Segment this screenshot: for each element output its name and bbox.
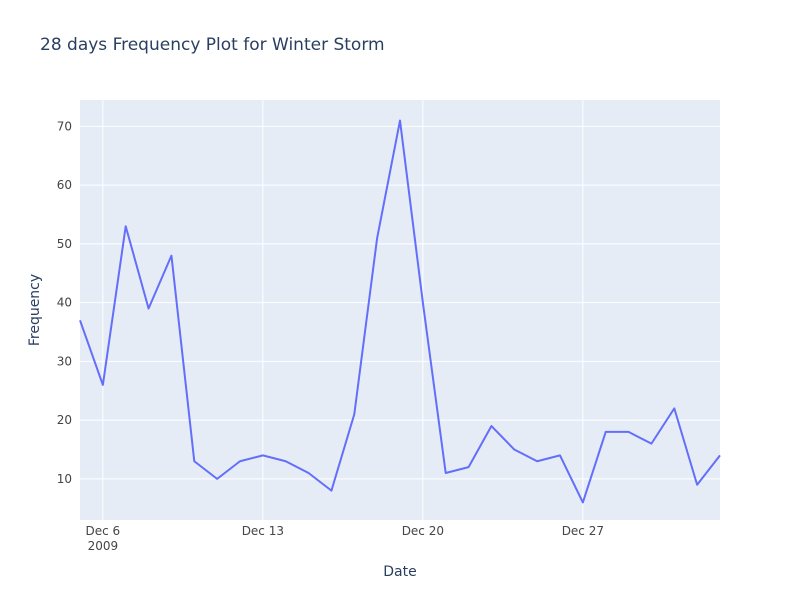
data-point <box>445 473 446 474</box>
data-point <box>422 302 423 303</box>
grid-lines <box>80 100 720 520</box>
data-point <box>697 484 698 485</box>
data-point <box>605 431 606 432</box>
y-tick-label: 10 <box>57 472 72 486</box>
x-tick-label: Dec 6 <box>86 524 121 538</box>
data-point <box>468 467 469 468</box>
data-point <box>582 502 583 503</box>
x-tick-sublabel: 2009 <box>88 539 119 553</box>
series-layer <box>79 119 721 504</box>
y-tick-label: 70 <box>57 119 72 133</box>
data-point <box>720 455 721 456</box>
data-point <box>80 320 81 321</box>
data-point <box>560 455 561 456</box>
y-tick-label: 50 <box>57 237 72 251</box>
x-tick-label: Dec 27 <box>562 524 604 538</box>
series-line <box>79 119 721 504</box>
data-point <box>171 255 172 256</box>
y-axis-ticks: 10 20 30 40 50 60 70 <box>57 119 72 485</box>
data-point <box>125 226 126 227</box>
data-point <box>491 426 492 427</box>
data-point <box>377 238 378 239</box>
data-point <box>537 461 538 462</box>
data-point <box>514 449 515 450</box>
data-point <box>354 414 355 415</box>
x-tick-label: Dec 13 <box>242 524 284 538</box>
data-point <box>331 490 332 491</box>
y-axis-label: Frequency <box>27 274 43 346</box>
plot-area <box>80 100 720 520</box>
data-point <box>285 461 286 462</box>
y-tick-label: 20 <box>57 413 72 427</box>
data-point <box>102 384 103 385</box>
data-point <box>148 308 149 309</box>
data-point <box>674 408 675 409</box>
x-axis-label: Date <box>383 564 416 580</box>
data-point <box>308 473 309 474</box>
y-tick-label: 30 <box>57 354 72 368</box>
data-point <box>217 478 218 479</box>
data-point <box>240 461 241 462</box>
chart-title: 28 days Frequency Plot for Winter Storm <box>40 35 385 55</box>
data-point <box>628 431 629 432</box>
data-point <box>400 120 401 121</box>
x-tick-label: Dec 20 <box>402 524 444 538</box>
data-point <box>651 443 652 444</box>
data-point <box>194 461 195 462</box>
data-point <box>262 455 263 456</box>
y-tick-label: 60 <box>57 178 72 192</box>
y-tick-label: 40 <box>57 296 72 310</box>
